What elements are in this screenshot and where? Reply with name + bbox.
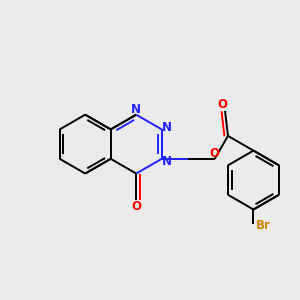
Text: O: O	[131, 200, 141, 213]
Text: N: N	[131, 103, 141, 116]
Text: N: N	[161, 155, 171, 168]
Text: Br: Br	[256, 219, 271, 232]
Text: O: O	[210, 147, 220, 160]
Text: O: O	[217, 98, 227, 111]
Text: N: N	[161, 121, 171, 134]
